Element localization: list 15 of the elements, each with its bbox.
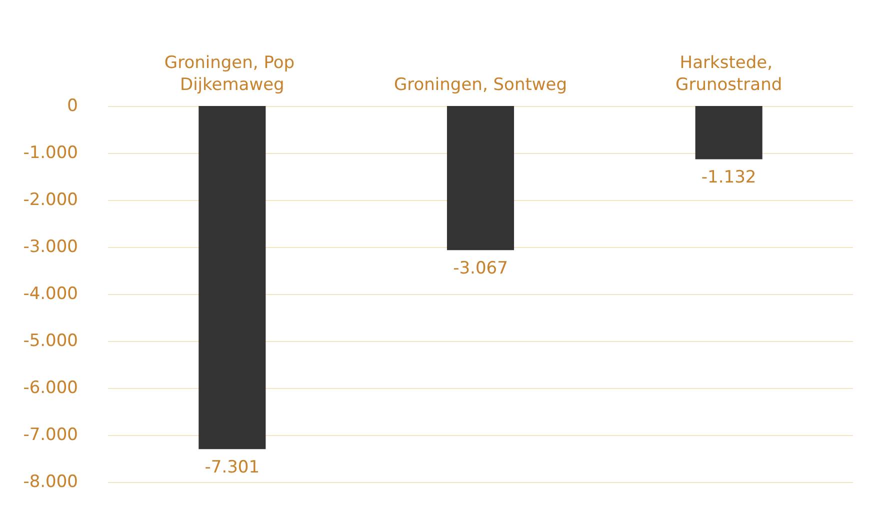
y-tick-label: -4.000	[23, 284, 78, 304]
y-tick-label: -3.000	[23, 237, 78, 257]
x-tick-label: Harkstede, Grunostrand	[676, 53, 782, 95]
y-tick-label: -6.000	[23, 378, 78, 398]
y-tick-label: -7.000	[23, 425, 78, 445]
y-tick-label: 0	[67, 96, 78, 116]
data-label: -3.067	[453, 258, 508, 279]
x-tick-label: Groningen, Sontweg	[394, 75, 568, 95]
y-tick-label: -8.000	[23, 472, 78, 492]
y-tick-label: -2.000	[23, 190, 78, 210]
y-tick-label: -5.000	[23, 331, 78, 351]
data-label: -7.301	[204, 458, 260, 478]
data-label: -1.132	[701, 168, 756, 188]
x-tick-label: Groningen, Pop Dijkemaweg	[164, 53, 300, 95]
y-tick-label: -1.000	[23, 143, 78, 163]
